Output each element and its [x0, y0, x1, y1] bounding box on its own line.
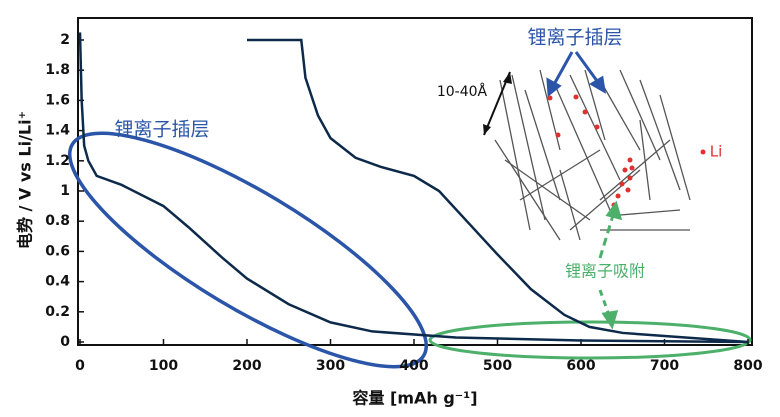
- curve: [247, 38, 749, 344]
- y-tick-label: 0.8: [45, 213, 70, 229]
- annotation: 锂离子吸附: [565, 262, 645, 281]
- annotation: 锂离子插层: [114, 119, 209, 141]
- y-tick-label: 0.2: [45, 304, 70, 320]
- x-tick-label: 700: [650, 358, 679, 374]
- adsorption-ellipse: [428, 320, 752, 360]
- y-tick-label: 1.8: [45, 62, 70, 78]
- x-tick-label: 400: [399, 358, 428, 374]
- x-tick-label: 800: [733, 358, 762, 374]
- x-tick-label: 0: [75, 358, 85, 374]
- y-tick-label: 0.6: [45, 243, 70, 259]
- x-tick-label: 100: [149, 358, 178, 374]
- y-tick-label: 1: [60, 183, 70, 199]
- x-tick-label: 300: [316, 358, 345, 374]
- curve: [78, 32, 749, 344]
- annotation: Li: [710, 143, 723, 161]
- y-tick-label: 1.4: [45, 123, 70, 139]
- graphite-illustration: [483, 69, 706, 241]
- y-tick-label: 0: [60, 334, 70, 350]
- x-axis-title: 容量 [mAh g⁻¹]: [351, 389, 477, 408]
- plot-frame: [77, 17, 753, 346]
- y-tick-label: 0.4: [45, 274, 70, 290]
- intercalation-arrows: [546, 51, 606, 97]
- annotation: 10-40Å: [437, 83, 488, 100]
- annotation: 锂离子插层: [527, 27, 622, 49]
- intercalation-ellipse: [68, 131, 428, 369]
- x-tick-label: 600: [566, 358, 595, 374]
- adsorption-arrows: [598, 200, 623, 330]
- x-tick-label: 200: [232, 358, 261, 374]
- y-axis-title: 电势 / V vs Li/Li⁺: [16, 111, 35, 249]
- y-tick-label: 1.2: [45, 153, 70, 169]
- y-tick-label: 1.6: [45, 92, 70, 108]
- y-tick-label: 2: [60, 32, 70, 48]
- x-tick-label: 500: [483, 358, 512, 374]
